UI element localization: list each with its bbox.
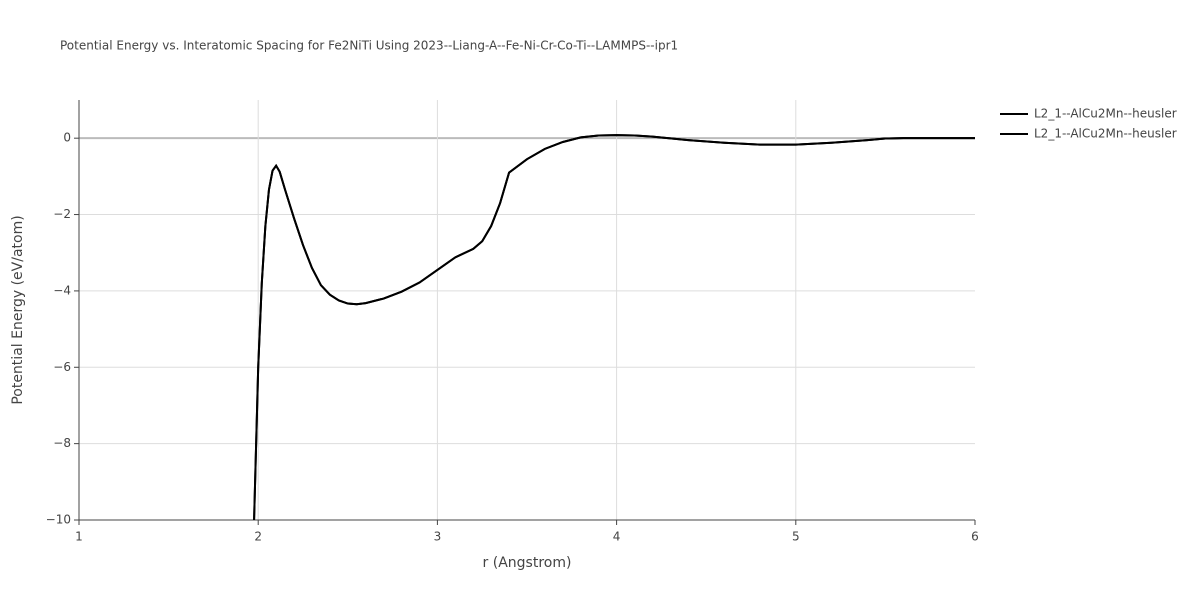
x-tick-label: 3 bbox=[434, 530, 442, 544]
y-axis-label: Potential Energy (eV/atom) bbox=[10, 215, 26, 404]
series-line bbox=[253, 134, 975, 521]
y-tick-label: 0 bbox=[63, 131, 71, 145]
y-tick-label: −8 bbox=[53, 436, 71, 450]
chart-title: Potential Energy vs. Interatomic Spacing… bbox=[60, 39, 678, 53]
legend-label: L2_1--AlCu2Mn--heusler bbox=[1034, 107, 1177, 121]
legend-label: L2_1--AlCu2Mn--heusler bbox=[1034, 127, 1177, 141]
x-axis-label: r (Angstrom) bbox=[483, 555, 572, 571]
x-tick-label: 5 bbox=[792, 530, 800, 544]
x-tick-label: 2 bbox=[254, 530, 262, 544]
y-tick-label: −10 bbox=[46, 513, 71, 527]
x-tick-label: 6 bbox=[971, 530, 979, 544]
y-tick-label: −2 bbox=[53, 207, 71, 221]
y-tick-label: −4 bbox=[53, 283, 71, 297]
x-tick-label: 4 bbox=[613, 530, 621, 544]
x-tick-label: 1 bbox=[75, 530, 83, 544]
y-tick-label: −6 bbox=[53, 360, 71, 374]
series-line bbox=[253, 134, 975, 521]
